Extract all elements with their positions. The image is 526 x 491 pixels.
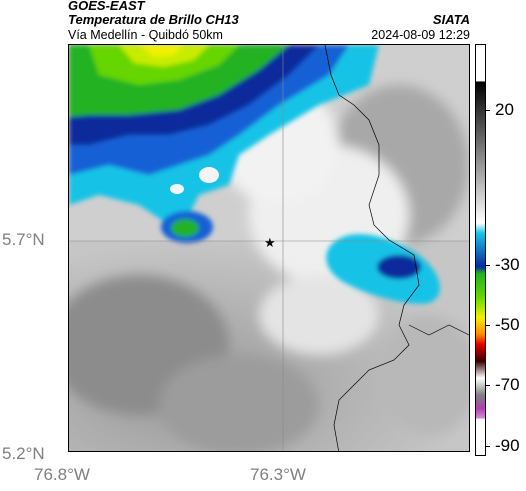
colorbar-tick [486,385,490,386]
colorbar-label-minus-30: -30 [495,255,520,274]
organization-label: SIATA [432,12,470,27]
region-label: Vía Medellín - Quibdó 50km [68,28,223,42]
map-panel[interactable]: ★ [68,44,470,452]
border-line [324,45,420,451]
colorbar-tick [486,110,490,111]
product-title: Temperatura de Brillo CH13 [68,12,239,27]
colorbar-tick [486,446,490,447]
lon-label-76-8: 76.8°W [34,465,90,484]
brightness-temperature-map: ★ [69,45,469,451]
colorbar-label-minus-70: -70 [495,375,520,394]
colorbar [475,44,486,456]
lat-label-5-7: 5.7°N [2,230,45,249]
colorbar-label-20: 20 [495,100,514,119]
satellite-title: GOES-EAST [68,0,145,13]
timestamp-label: 2024-08-09 12:29 [371,28,470,42]
colorbar-label-minus-50: -50 [495,315,520,334]
cloud-hole [199,167,219,183]
cloud-hole [170,184,184,194]
star-icon: ★ [264,236,276,251]
colorbar-tick [486,325,490,326]
border-line [408,324,469,336]
colorbar-tick [486,265,490,266]
colorbar-label-minus-90: -90 [495,436,520,455]
lat-label-5-2: 5.2°N [2,444,45,463]
lon-label-76-3: 76.3°W [250,465,306,484]
